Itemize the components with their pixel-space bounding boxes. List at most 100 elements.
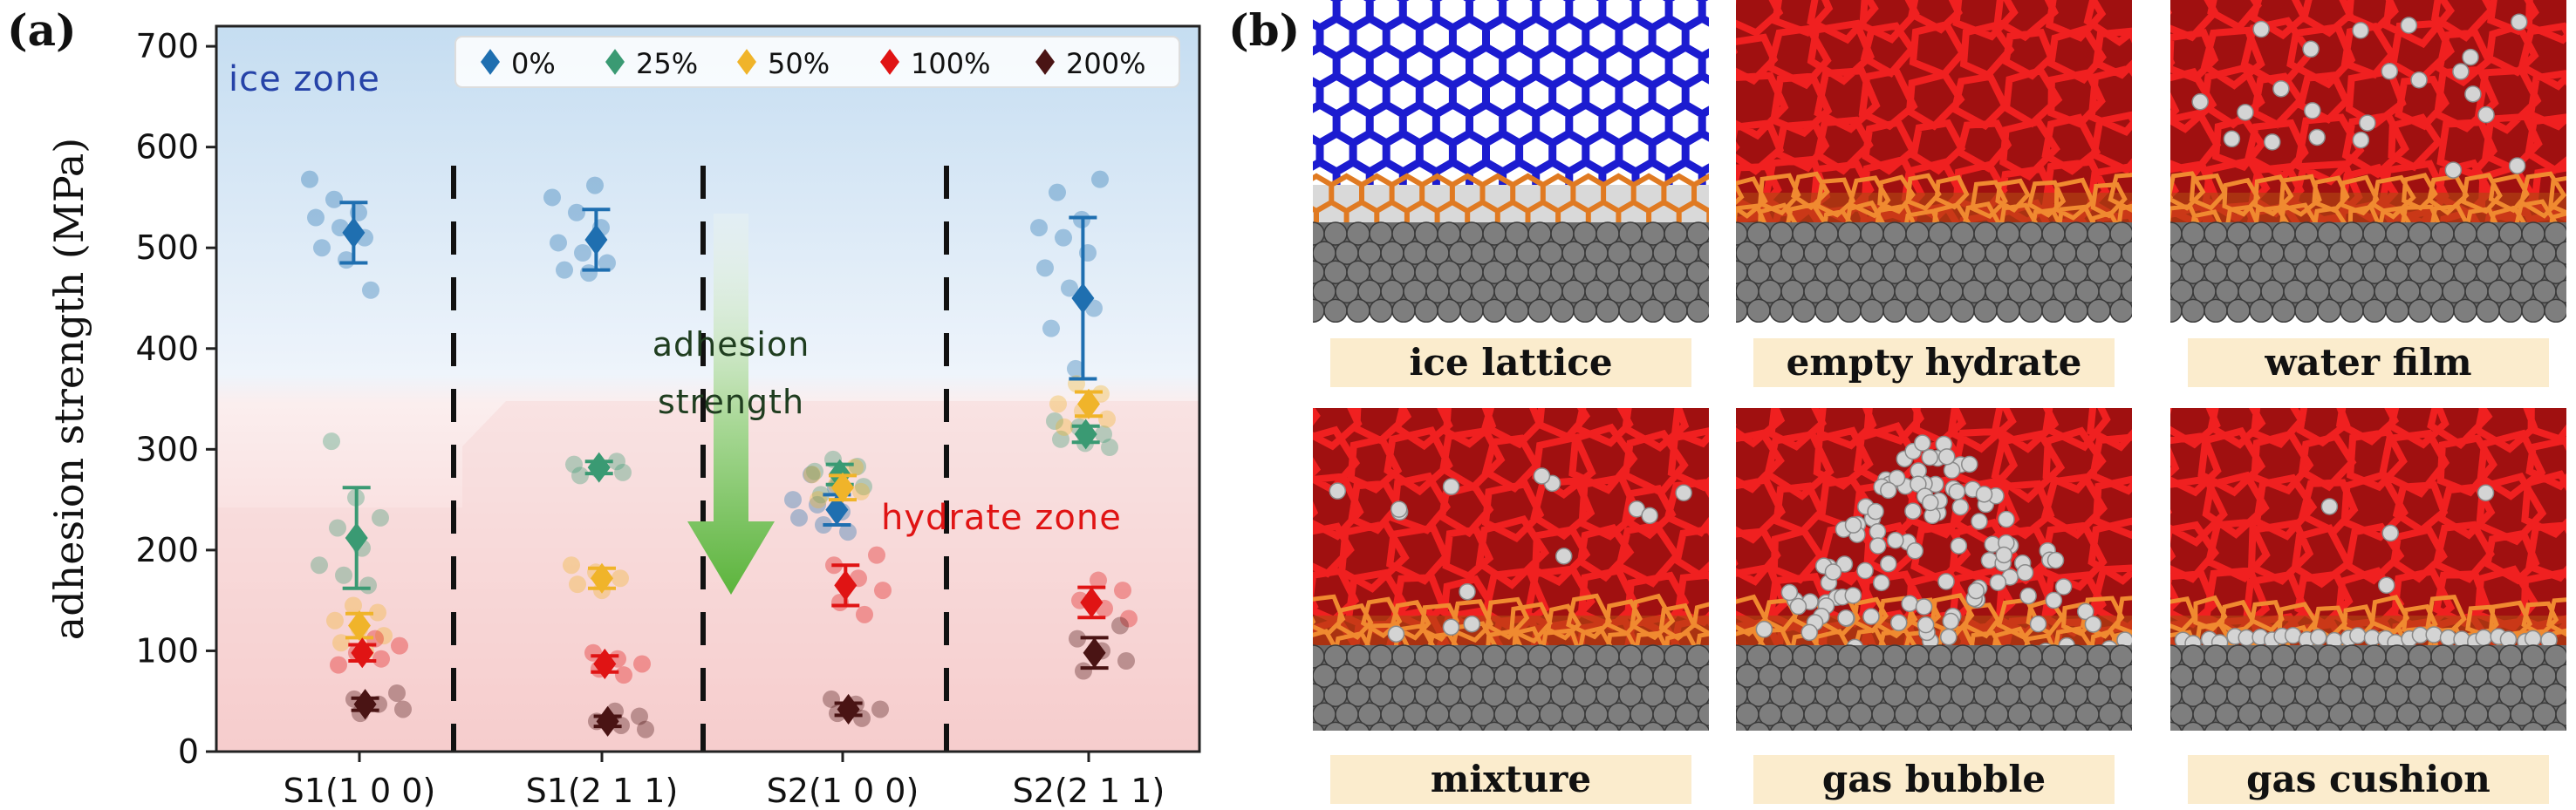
data-point [803,466,821,484]
substrate-atom [1391,298,1416,323]
gas-molecule [2320,498,2339,515]
tile-label: gas bubble [1822,758,2046,800]
substrate-atom [2041,721,2066,731]
substrate-atom [1437,721,1461,731]
tile-label-box [2188,755,2549,804]
tile-film [2170,0,2566,323]
gas-molecule [2263,133,2281,151]
data-point [1098,410,1116,428]
gas-molecule [1980,551,1999,569]
gas-molecule [1975,486,1993,503]
data-point [1091,170,1109,188]
substrate-atom [2544,298,2566,323]
gas-molecule [1887,531,1904,549]
gas-molecule [1844,587,1862,604]
gas-molecule [1872,574,1890,592]
data-point [633,655,651,673]
substrate-atom [2362,298,2387,323]
substrate-atom [2555,241,2566,265]
substrate-atom [2385,298,2409,323]
legend-label: 0% [511,47,556,80]
gas-molecule [1533,467,1551,485]
x-axis: S1(1 0 0) S1(2 1 1) S2(1 0 0) S2(2 1 1) [284,752,1165,810]
substrate-atom [1664,298,1688,323]
substrate-atom [1686,644,1709,669]
substrate-atom [1792,721,1816,731]
legend-label: 50% [768,47,830,80]
gas-molecule [1967,582,1985,600]
gas-molecule [2077,602,2094,621]
substrate-atom [2226,298,2251,323]
substrate-atom [2294,721,2319,731]
substrate-atom [1323,721,1348,731]
substrate-atom [1928,298,1952,323]
substrate-atom [1414,721,1438,731]
gas-molecule [2349,627,2367,644]
substrate-atom [2041,298,2066,323]
data-point [391,636,408,655]
data-point [637,720,654,739]
substrate-atom [2170,721,2183,731]
gas-molecule [2029,615,2047,633]
substrate-atom [1550,721,1575,731]
data-point [810,491,827,509]
data-point [790,508,808,527]
substrate-atom [1698,279,1709,304]
data-point [1114,582,1131,600]
gas-molecule [1951,498,1970,516]
gas-molecule [1675,484,1692,502]
data-point [394,700,412,718]
substrate-atom [2181,721,2205,731]
substrate-atom [1459,721,1484,731]
data-point [856,605,873,623]
gas-molecule [1869,537,1887,555]
substrate-atom [2408,721,2432,731]
gas-molecule [2054,578,2073,596]
substrate-atom [1698,241,1709,265]
hydrate-zone-label: hydrate zone [881,498,1122,538]
gas-molecule [2464,85,2482,103]
data-point [369,603,386,622]
substrate-atom [1928,721,1952,731]
substrate-atom [1837,298,1862,323]
substrate-atom [2249,298,2273,323]
data-point [1061,279,1078,297]
data-point [586,176,604,194]
substrate-atom [1369,298,1393,323]
substrate-atom [2121,279,2132,304]
mean-marker [1080,587,1104,618]
gas-molecule [1867,502,1884,521]
substrate-atom [1482,721,1507,731]
substrate-atom [2109,260,2132,284]
data-point [330,656,347,674]
gas-molecule [1641,507,1658,525]
substrate-atom [1882,721,1907,731]
y-axis-label: adhesion strength (MPa) [45,138,92,640]
gas-molecule [1780,583,1799,602]
substrate-atom [2430,298,2455,323]
substrate-atom [1686,298,1709,323]
y-axis: 0 100 200 300 400 500 600 700 [135,27,216,771]
substrate-atom [1736,721,1748,731]
substrate-atom [1323,298,1348,323]
data-point [359,576,377,595]
substrate-atom [2544,644,2566,669]
gas-molecule [2508,157,2526,174]
gas-molecule [2045,591,2063,609]
down-arrow-shape [687,214,775,595]
substrate-atom [1641,721,1665,731]
mean-markers [339,201,1109,737]
gas-molecule [1880,555,1897,573]
ice-zone-label: ice zone [229,59,380,99]
gas-molecule [1755,621,1773,638]
mean-marker [348,610,371,642]
data-point [571,466,589,485]
tile-mixture [1313,408,1709,731]
mean-marker [593,648,617,680]
substrate-atom [2317,721,2341,731]
structure-tiles: ice lattice empty hydrate water film mixtur… [1313,0,2566,804]
gas-molecule [1950,537,1968,555]
gas-molecule [2084,616,2102,633]
substrate-atom [2249,721,2273,731]
data-point [1042,319,1060,337]
